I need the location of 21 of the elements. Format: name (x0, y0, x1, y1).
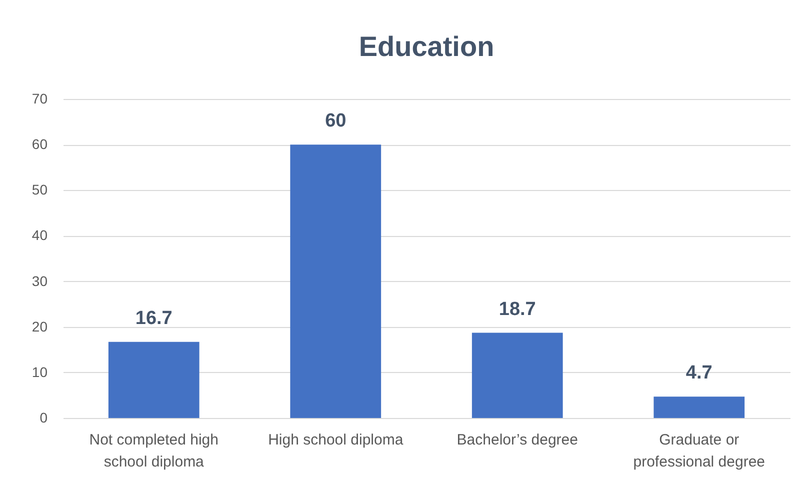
y-tick-label: 30 (32, 272, 48, 289)
y-tick-label: 20 (32, 318, 48, 334)
x-tick-label: Not completed high school diploma (89, 432, 218, 470)
x-tick-label: Graduate or professional degree (633, 432, 766, 470)
x-tick-label: Bachelor’s degree (456, 432, 578, 448)
y-tick-label: 10 (32, 364, 48, 380)
x-tick-label: High school diploma (268, 432, 404, 448)
data-label: 18.7 (498, 298, 536, 320)
y-tick-label: 0 (40, 410, 48, 426)
y-tick-label: 50 (32, 182, 48, 198)
bar (654, 396, 745, 418)
data-label: 16.7 (135, 308, 172, 329)
bar (108, 342, 200, 418)
data-label: 60 (325, 110, 346, 132)
chart-title: Education (358, 31, 494, 62)
y-tick-label: 40 (32, 227, 48, 244)
bar (472, 332, 563, 418)
y-tick-label: 60 (32, 136, 48, 152)
data-label: 4.7 (686, 362, 712, 384)
bar (290, 144, 382, 418)
y-tick-label: 70 (32, 90, 48, 106)
